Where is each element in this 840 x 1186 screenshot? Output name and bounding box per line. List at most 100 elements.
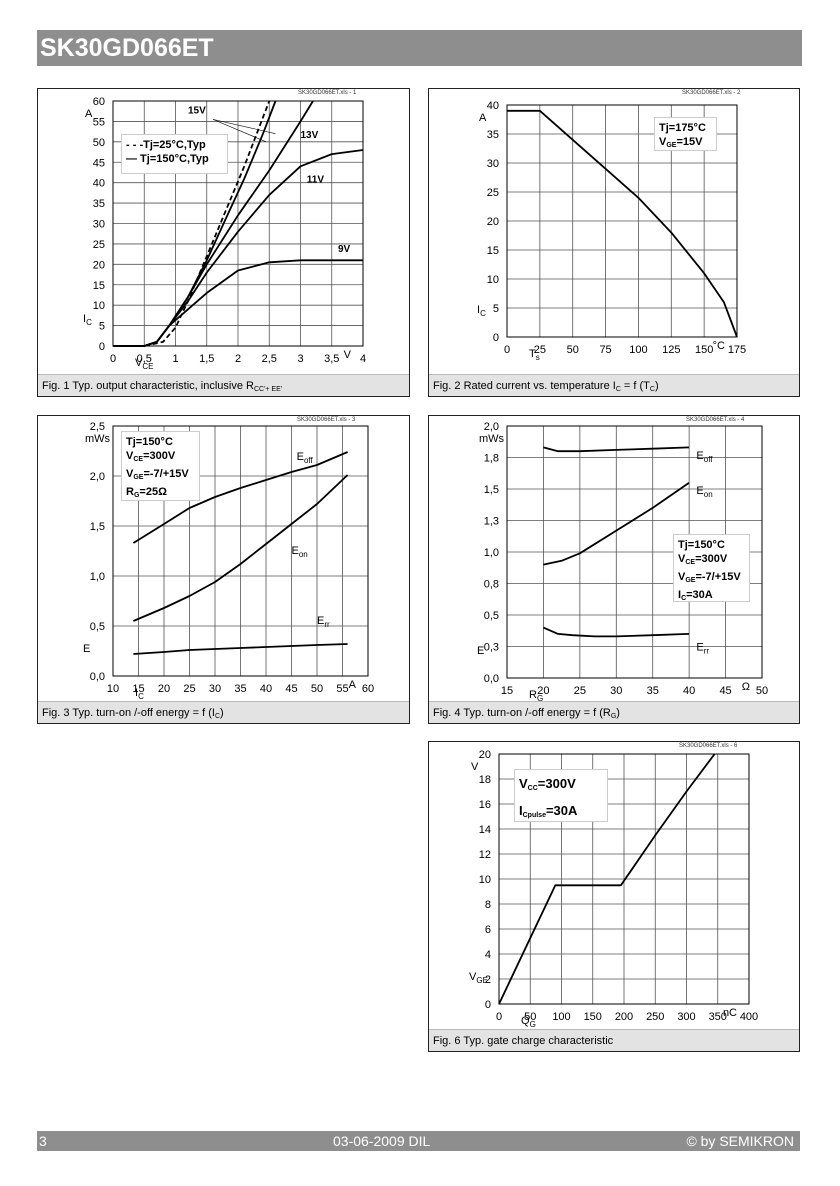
y-tick-label: 20 bbox=[479, 749, 491, 761]
y-axis-label: E bbox=[83, 643, 90, 655]
fig4-panel: 15 20 25 30 35 40 45 50 0,0 0,3 0,5 0,8 1,0 1,3 1,5 1,8… bbox=[428, 415, 800, 724]
fig3-chart: 10 15 20 25 30 35 40 45 50 55 60 0,0 0,5 1,0 1,5 2,0 2,5… bbox=[83, 421, 374, 701]
x-tick-label: 100 bbox=[629, 344, 647, 356]
x-tick-label: 40 bbox=[683, 685, 695, 697]
fig6-caption: Fig. 6 Typ. gate charge characteristic bbox=[429, 1029, 799, 1051]
x-tick-label: 0 bbox=[504, 344, 510, 356]
y-tick-label: 2 bbox=[485, 974, 491, 986]
fig3-ref: SK30GD066ET.xls - 3 bbox=[297, 417, 356, 423]
y-tick-label: 16 bbox=[479, 799, 491, 811]
curve-label: Err bbox=[317, 615, 330, 629]
y-tick-label: 1,3 bbox=[484, 516, 499, 528]
curve-label-sub: on bbox=[704, 490, 713, 499]
y-tick-label: 10 bbox=[479, 874, 491, 886]
y-tick-label: 0,0 bbox=[90, 671, 105, 683]
curve-label: 11V bbox=[307, 175, 325, 186]
y-tick-label: 15 bbox=[93, 280, 105, 292]
series-line bbox=[133, 643, 348, 655]
x-tick-label: 0 bbox=[110, 353, 116, 365]
plot-frame bbox=[498, 753, 750, 1005]
x-tick-label: 50 bbox=[311, 683, 323, 695]
fig4-legend: Tj=150°C VCE=300V VGE=-7/+15V IC=30A bbox=[673, 534, 750, 602]
y-tick-label: 60 bbox=[93, 96, 105, 108]
fig2-legend: Tj=175°C VGE=15V bbox=[654, 117, 717, 151]
fig3-panel: 10 15 20 25 30 35 40 45 50 55 60 0,0 0,5 1,0 1,5 2,0 2,5… bbox=[37, 415, 410, 724]
fig2-legend-item: Tj=175°C bbox=[659, 122, 706, 134]
fig4-legend-item: IC=30A bbox=[678, 589, 713, 602]
x-tick-label: 3 bbox=[297, 353, 303, 365]
y-unit: V bbox=[471, 761, 479, 773]
x-tick-label: 150 bbox=[584, 1011, 602, 1023]
y-tick-label: 2,0 bbox=[90, 471, 105, 483]
y-tick-label: 2,0 bbox=[484, 421, 499, 433]
y-tick-label: 10 bbox=[487, 274, 499, 286]
y-unit: mWs bbox=[479, 433, 505, 445]
series-line bbox=[543, 481, 690, 566]
y-tick-label: 0 bbox=[485, 999, 491, 1011]
x-tick-label: 35 bbox=[647, 685, 659, 697]
y-tick-label: 5 bbox=[493, 303, 499, 315]
y-tick-label: 20 bbox=[93, 259, 105, 271]
y-tick-label: 20 bbox=[487, 216, 499, 228]
fig4-legend-item: VCE=300V bbox=[678, 553, 728, 566]
fig1-legend-item: — Tj=150°C,Typ bbox=[126, 153, 209, 165]
y-tick-label: 25 bbox=[93, 239, 105, 251]
curve-label: Eoff bbox=[696, 450, 713, 464]
x-tick-label: 350 bbox=[709, 1011, 727, 1023]
x-tick-label: 40 bbox=[260, 683, 272, 695]
y-axis-label-sub: C bbox=[86, 318, 92, 327]
y-tick-label: 14 bbox=[479, 824, 491, 836]
curve-label: Eoff bbox=[297, 451, 314, 465]
x-tick-label: 60 bbox=[362, 683, 374, 695]
y-tick-label: 30 bbox=[487, 158, 499, 170]
fig3-legend-item: VGE=-7/+15V bbox=[126, 468, 189, 481]
curve-label-sub: off bbox=[704, 455, 714, 464]
fig4-legend-item: VGE=-7/+15V bbox=[678, 571, 741, 584]
y-tick-label: 1,0 bbox=[484, 547, 499, 559]
y-axis-label-sub: C bbox=[480, 309, 486, 318]
fig6-legend-item: ICpulse=30A bbox=[519, 803, 578, 819]
x-axis-label-sub: C bbox=[138, 692, 144, 701]
x-tick-label: 45 bbox=[285, 683, 297, 695]
x-tick-label: 50 bbox=[524, 1011, 536, 1023]
page-number: 3 bbox=[39, 1133, 47, 1149]
series-line bbox=[133, 474, 349, 622]
fig1-chart: 0 0,5 1 1,5 2 2,5 3 3,5 405101520253035404550556… bbox=[83, 96, 366, 371]
y-axis-label: IC bbox=[477, 304, 486, 318]
fig6-chart: 0 50 100 150 200 250 300 350 400 0 2 4 6 8 10 12 14 16 18 2… bbox=[469, 749, 758, 1029]
doc-date: 03-06-2009 DIL bbox=[333, 1133, 431, 1149]
curve-label-sub: rr bbox=[324, 620, 330, 629]
y-tick-label: 40 bbox=[93, 178, 105, 190]
page-title: SK30GD066ET bbox=[37, 30, 802, 66]
x-tick-label: 10 bbox=[107, 683, 119, 695]
x-tick-label: 30 bbox=[610, 685, 622, 697]
y-tick-label: 6 bbox=[485, 924, 491, 936]
y-tick-label: 40 bbox=[487, 100, 499, 112]
x-unit: nC bbox=[723, 1007, 737, 1019]
x-tick-label: 75 bbox=[599, 344, 611, 356]
x-unit: A bbox=[349, 679, 357, 691]
y-tick-label: 0 bbox=[99, 341, 105, 353]
fig3-caption: Fig. 3 Typ. turn-on /-off energy = f (IC… bbox=[38, 701, 409, 723]
y-unit: A bbox=[85, 108, 93, 120]
fig6-legend-item: VCC=300V bbox=[519, 776, 576, 792]
x-tick-label: 100 bbox=[552, 1011, 570, 1023]
x-tick-label: 2,5 bbox=[262, 353, 277, 365]
y-unit: A bbox=[479, 112, 487, 124]
series-line bbox=[543, 446, 690, 453]
x-tick-label: 1 bbox=[172, 353, 178, 365]
x-tick-label: 50 bbox=[756, 685, 768, 697]
x-tick-label: 15 bbox=[132, 683, 144, 695]
y-axis-label: IC bbox=[83, 313, 92, 327]
fig2-caption: Fig. 2 Rated current vs. temperature IC … bbox=[429, 374, 799, 396]
x-axis-label: Ts bbox=[529, 348, 540, 362]
fig2-legend-item: VGE=15V bbox=[659, 136, 703, 149]
y-tick-label: 2,5 bbox=[90, 421, 105, 433]
y-tick-label: 1,0 bbox=[90, 571, 105, 583]
x-tick-label: 25 bbox=[534, 344, 546, 356]
fig3-legend: Tj=150°C VCE=300V VGE=-7/+15V RG=25Ω bbox=[121, 431, 200, 501]
y-tick-label: 4 bbox=[485, 949, 491, 961]
y-unit: mWs bbox=[85, 433, 111, 445]
y-tick-label: 0,0 bbox=[484, 673, 499, 685]
curve-label: Err bbox=[696, 641, 709, 655]
